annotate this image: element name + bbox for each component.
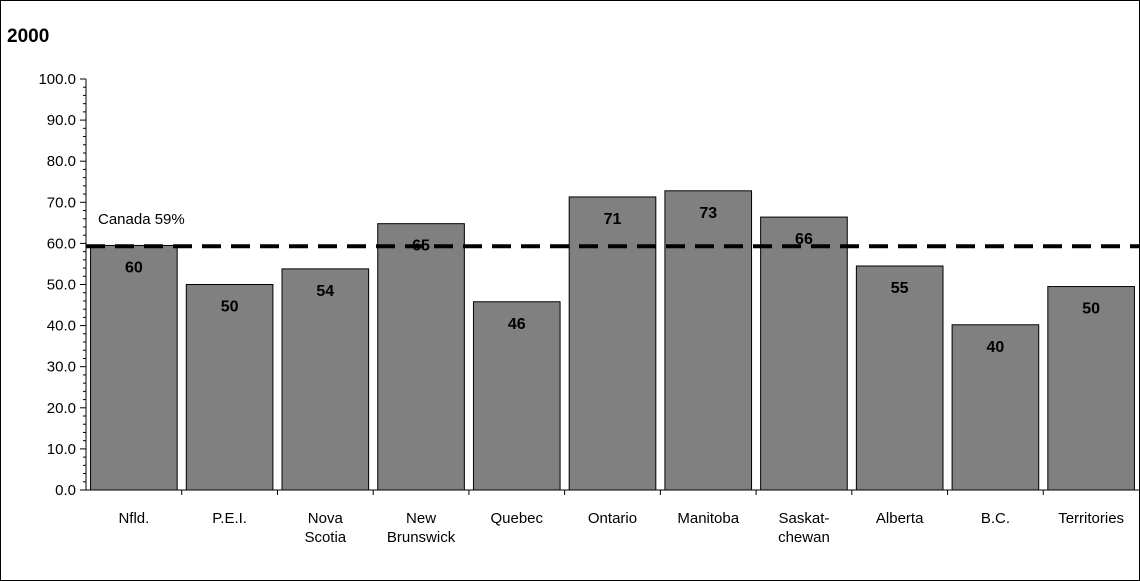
data-label: 55 bbox=[891, 280, 909, 297]
y-tick-label: 90.0 bbox=[47, 112, 76, 129]
bar bbox=[377, 223, 465, 491]
category-label: B.C. bbox=[981, 510, 1010, 527]
y-tick-label: 40.0 bbox=[47, 318, 76, 335]
y-tick-label: 60.0 bbox=[47, 235, 76, 252]
bar bbox=[855, 265, 944, 491]
data-label: 73 bbox=[699, 205, 717, 222]
data-label: 60 bbox=[125, 259, 143, 276]
category-label-line: New bbox=[406, 510, 436, 527]
canada-average-label: Canada 59% bbox=[98, 211, 185, 228]
category-label: Alberta bbox=[876, 510, 924, 527]
y-tick-label: 10.0 bbox=[47, 441, 76, 458]
y-tick-label: 30.0 bbox=[47, 359, 76, 376]
data-label: 50 bbox=[1082, 301, 1100, 318]
category-label-line: Quebec bbox=[490, 510, 543, 527]
bar bbox=[472, 301, 561, 491]
category-label-line: Ontario bbox=[588, 510, 637, 527]
data-label: 71 bbox=[604, 211, 622, 228]
bar bbox=[568, 196, 657, 491]
category-label-line: Scotia bbox=[304, 529, 346, 546]
bar bbox=[281, 268, 370, 491]
category-label-line: Nfld. bbox=[118, 510, 149, 527]
category-label-line: chewan bbox=[778, 529, 830, 546]
category-label-line: P.E.I. bbox=[212, 510, 247, 527]
category-label: Ontario bbox=[588, 510, 637, 527]
category-label: Quebec bbox=[490, 510, 543, 527]
category-label: New Brunswick bbox=[387, 510, 456, 546]
category-label-line: Manitoba bbox=[677, 510, 739, 527]
category-label: Territories bbox=[1058, 510, 1124, 527]
y-tick-label: 20.0 bbox=[47, 400, 76, 417]
data-label: 40 bbox=[987, 339, 1005, 356]
y-axis: 0.0 10.0 20.0 30.0 40.0 50.0 60.0 70.0 80.0 90.0 1… bbox=[38, 71, 87, 499]
category-label: Manitoba bbox=[677, 510, 739, 527]
x-axis: Nfld. P.E.I. Nova Scotia New Brunswick Quebec O… bbox=[86, 489, 1139, 546]
y-tick-label: 100.0 bbox=[38, 71, 76, 88]
y-tick-label: 50.0 bbox=[47, 277, 76, 294]
data-label: 66 bbox=[795, 231, 813, 248]
category-label-line: B.C. bbox=[981, 510, 1010, 527]
y-tick-label: 80.0 bbox=[47, 153, 76, 170]
reference-line-group: Canada 59% bbox=[86, 211, 1139, 249]
y-tick-label: 0.0 bbox=[55, 482, 76, 499]
data-label: 46 bbox=[508, 316, 526, 333]
bar bbox=[90, 244, 178, 491]
category-label-line: Brunswick bbox=[387, 529, 456, 546]
category-label-line: Saskat- bbox=[779, 510, 830, 527]
category-label: Nova Scotia bbox=[304, 510, 346, 546]
category-label-line: Nova bbox=[308, 510, 344, 527]
bar bbox=[185, 284, 274, 491]
y-tick-label: 70.0 bbox=[47, 194, 76, 211]
data-label: 54 bbox=[316, 283, 334, 300]
data-label: 50 bbox=[221, 299, 239, 316]
bar bbox=[760, 216, 848, 491]
category-label-line: Territories bbox=[1058, 510, 1124, 527]
category-label: Nfld. bbox=[118, 510, 149, 527]
category-label: Saskat-chewan bbox=[778, 510, 830, 546]
category-label: P.E.I. bbox=[212, 510, 247, 527]
chart-title: 2000 bbox=[7, 26, 49, 47]
category-label-line: Alberta bbox=[876, 510, 924, 527]
bar bbox=[1047, 286, 1135, 491]
bar bbox=[664, 190, 753, 491]
